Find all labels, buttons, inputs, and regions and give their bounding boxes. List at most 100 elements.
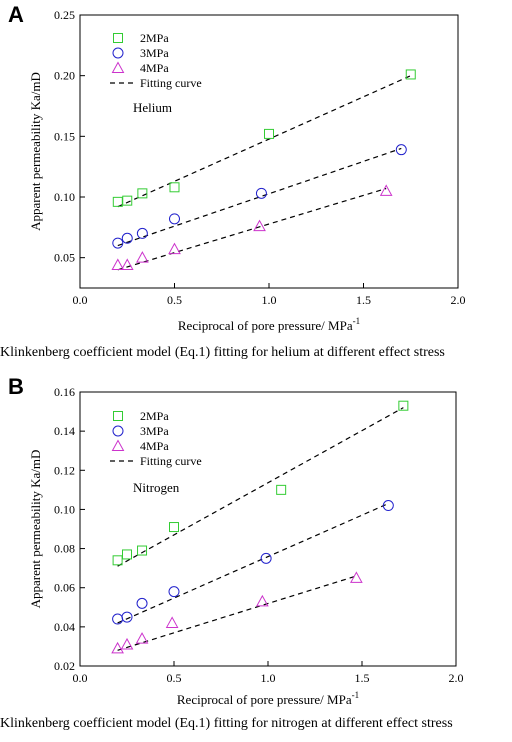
data-point bbox=[169, 213, 180, 225]
data-point bbox=[350, 571, 363, 583]
data-point bbox=[168, 586, 180, 598]
legend-marker bbox=[111, 439, 125, 451]
legend-marker bbox=[112, 47, 124, 59]
x-axis-label: Reciprocal of pore pressure/ MPa-1 bbox=[177, 690, 359, 707]
y-tick-label: 0.12 bbox=[54, 463, 75, 477]
legend-marker bbox=[111, 61, 125, 73]
data-point bbox=[112, 555, 123, 566]
x-tick-label: 0.0 bbox=[73, 293, 88, 307]
legend-label: 3MPa bbox=[140, 46, 169, 60]
fitting-curve-line bbox=[117, 503, 389, 624]
data-point bbox=[256, 594, 269, 607]
data-point bbox=[260, 552, 272, 564]
legend-label: 2MPa bbox=[140, 409, 169, 423]
x-tick-label: 2.0 bbox=[449, 671, 464, 685]
data-point bbox=[169, 182, 180, 193]
y-tick-label: 0.16 bbox=[54, 385, 75, 399]
data-point bbox=[135, 632, 149, 644]
series-4MPa bbox=[111, 184, 393, 270]
fitting-curve-line bbox=[117, 575, 357, 651]
panel-b: B 0.0 0.5 1.0 1.5 2.0 0.02 0.04 0.06 0.08 0.10 0.1… bbox=[0, 372, 512, 742]
y-tick-label: 0.04 bbox=[54, 620, 75, 634]
data-point bbox=[255, 187, 267, 199]
legend-marker bbox=[113, 33, 123, 43]
data-point bbox=[253, 219, 266, 232]
data-point bbox=[136, 251, 149, 263]
y-tick-label: 0.15 bbox=[54, 129, 75, 143]
legend-marker bbox=[113, 411, 123, 421]
data-point bbox=[168, 242, 181, 255]
y-tick-label: 0.25 bbox=[54, 8, 75, 22]
panel-a: A 0.0 0.5 1.0 1.5 2.0 0.05 0.10 0.15 0.20 0.25 Rec… bbox=[0, 0, 512, 345]
x-tick-label: 1.0 bbox=[261, 671, 276, 685]
x-tick-label: 0.5 bbox=[167, 293, 182, 307]
data-point bbox=[395, 144, 407, 156]
series-2MPa bbox=[112, 69, 416, 207]
fitting-curve-line bbox=[117, 407, 404, 567]
legend-label: Fitting curve bbox=[140, 76, 202, 90]
plot-frame bbox=[79, 14, 459, 289]
gas-label: Helium bbox=[133, 100, 172, 115]
x-axis-label: Reciprocal of pore pressure/ MPa-1 bbox=[178, 316, 360, 333]
y-axis-label: Apparent permeability Ka/mD bbox=[28, 72, 43, 231]
y-tick-label: 0.10 bbox=[54, 190, 75, 204]
x-tick-label: 0.5 bbox=[167, 671, 182, 685]
caption-nitrogen: Klinkenberg coefficient model (Eq.1) fit… bbox=[0, 716, 453, 731]
x-tick-label: 1.0 bbox=[262, 293, 277, 307]
y-tick-label: 0.20 bbox=[54, 69, 75, 83]
fitting-curve-line bbox=[117, 75, 411, 208]
legend-label: 2MPa bbox=[140, 31, 169, 45]
data-point bbox=[379, 184, 393, 196]
series-2MPa bbox=[112, 400, 409, 566]
legend-label: 4MPa bbox=[140, 439, 169, 453]
data-point bbox=[165, 616, 179, 628]
legend-label: 4MPa bbox=[140, 61, 169, 75]
y-tick-label: 0.14 bbox=[54, 424, 75, 438]
series-3MPa bbox=[112, 144, 407, 249]
data-point bbox=[121, 232, 133, 244]
data-point bbox=[136, 227, 148, 239]
data-point bbox=[122, 195, 133, 206]
data-point bbox=[405, 69, 416, 80]
nitrogen-chart: 0.0 0.5 1.0 1.5 2.0 0.02 0.04 0.06 0.08 0.10 0.12 0… bbox=[28, 385, 464, 707]
data-point bbox=[120, 637, 134, 650]
legend-marker bbox=[112, 425, 124, 437]
y-tick-label: 0.08 bbox=[54, 542, 75, 556]
x-tick-label: 2.0 bbox=[451, 293, 466, 307]
series-3MPa bbox=[112, 500, 394, 625]
data-point bbox=[137, 545, 148, 556]
data-point bbox=[382, 500, 394, 512]
series-4MPa bbox=[111, 571, 363, 654]
data-point bbox=[169, 522, 179, 533]
data-point bbox=[264, 128, 274, 139]
legend-label: Fitting curve bbox=[140, 454, 202, 468]
y-axis-label: Apparent permeability Ka/mD bbox=[28, 450, 43, 609]
data-point bbox=[276, 484, 287, 495]
data-point bbox=[121, 611, 133, 623]
y-tick-label: 0.06 bbox=[54, 581, 75, 595]
panel-label: B bbox=[8, 374, 24, 399]
data-point bbox=[111, 258, 125, 270]
legend-label: 3MPa bbox=[140, 424, 169, 438]
y-tick-label: 0.10 bbox=[54, 502, 75, 516]
y-tick-label: 0.05 bbox=[54, 251, 75, 265]
gas-label: Nitrogen bbox=[133, 480, 180, 495]
plot-frame bbox=[79, 391, 457, 667]
helium-chart: 0.0 0.5 1.0 1.5 2.0 0.05 0.10 0.15 0.20 0.25 Recip… bbox=[28, 8, 466, 333]
caption-helium: Klinkenberg coefficient model (Eq.1) fit… bbox=[0, 345, 445, 360]
fitting-curve-line bbox=[117, 147, 402, 247]
data-point bbox=[136, 597, 148, 609]
x-tick-label: 1.5 bbox=[356, 293, 371, 307]
data-point bbox=[120, 258, 134, 270]
data-point bbox=[398, 400, 409, 411]
y-tick-label: 0.02 bbox=[54, 659, 75, 673]
data-point bbox=[111, 641, 124, 654]
fitting-curve-line bbox=[117, 187, 387, 271]
x-tick-label: 0.0 bbox=[73, 671, 88, 685]
data-point bbox=[122, 549, 132, 560]
data-point bbox=[137, 188, 148, 199]
data-point bbox=[112, 237, 124, 249]
panel-label: A bbox=[8, 2, 24, 27]
